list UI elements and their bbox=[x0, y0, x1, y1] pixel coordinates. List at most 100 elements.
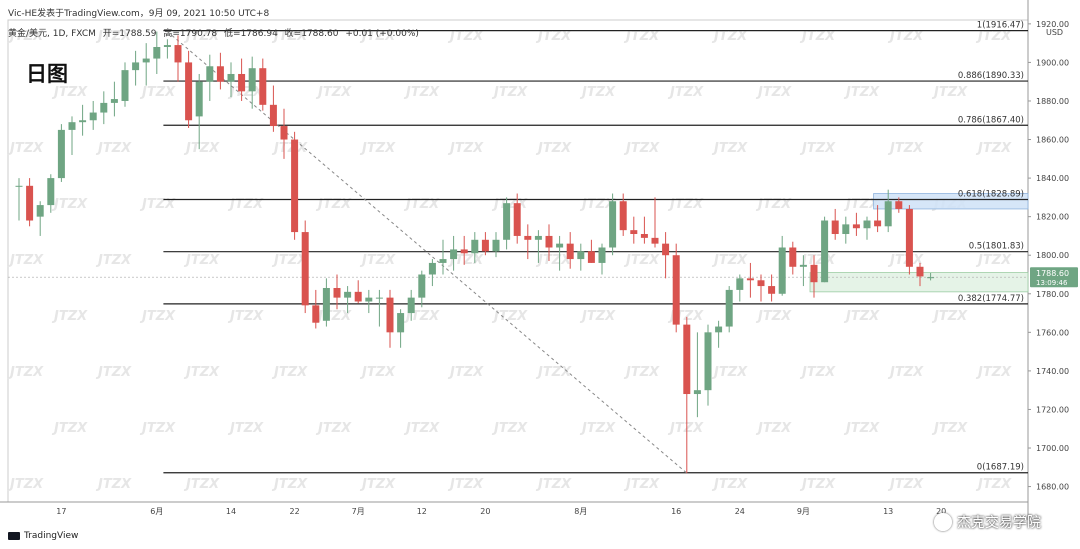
candle-body[interactable] bbox=[344, 291, 352, 298]
watermark-text: JTZX bbox=[755, 421, 792, 436]
candle-body[interactable] bbox=[736, 278, 744, 290]
candle-body[interactable] bbox=[513, 203, 521, 236]
candle-body[interactable] bbox=[821, 220, 829, 283]
candle-body[interactable] bbox=[47, 178, 55, 206]
candle-body[interactable] bbox=[354, 291, 362, 302]
candle-body[interactable] bbox=[259, 68, 267, 105]
candle-body[interactable] bbox=[757, 280, 765, 287]
candle-body[interactable] bbox=[291, 139, 299, 233]
candle-body[interactable] bbox=[471, 239, 479, 254]
candle-body[interactable] bbox=[916, 266, 924, 277]
candle-body[interactable] bbox=[566, 243, 574, 260]
candle-body[interactable] bbox=[651, 237, 659, 244]
resistance-zone[interactable] bbox=[873, 193, 1029, 210]
watermark-text: JTZX bbox=[623, 141, 660, 156]
tradingview-logo[interactable]: TradingView bbox=[8, 531, 78, 541]
candle-body[interactable] bbox=[587, 251, 595, 263]
candle-body[interactable] bbox=[15, 185, 23, 187]
candle-body[interactable] bbox=[269, 104, 277, 127]
candle-body[interactable] bbox=[640, 234, 648, 238]
candle-body[interactable] bbox=[725, 289, 733, 327]
candle-body[interactable] bbox=[121, 70, 129, 101]
candle-body[interactable] bbox=[492, 239, 500, 252]
candle-body[interactable] bbox=[89, 112, 97, 121]
candle-body[interactable] bbox=[312, 305, 320, 323]
candle-body[interactable] bbox=[619, 201, 627, 231]
candle-body[interactable] bbox=[79, 120, 87, 123]
candle-body[interactable] bbox=[831, 220, 839, 235]
candle-body[interactable] bbox=[68, 122, 76, 130]
candle-body[interactable] bbox=[280, 126, 288, 140]
candle-body[interactable] bbox=[927, 277, 935, 279]
candle-body[interactable] bbox=[789, 247, 797, 267]
candle-body[interactable] bbox=[439, 259, 447, 263]
candle-body[interactable] bbox=[810, 264, 818, 283]
candle-body[interactable] bbox=[905, 208, 913, 267]
candle-body[interactable] bbox=[386, 297, 394, 333]
candle-body[interactable] bbox=[598, 247, 606, 263]
candle-body[interactable] bbox=[852, 224, 860, 229]
watermark-text: JTZX bbox=[535, 477, 572, 492]
candle-body[interactable] bbox=[375, 297, 383, 299]
candle-body[interactable] bbox=[301, 232, 309, 306]
candle-body[interactable] bbox=[768, 286, 776, 294]
candle-body[interactable] bbox=[450, 249, 458, 260]
candle-body[interactable] bbox=[322, 287, 330, 321]
symbol-name[interactable]: 黄金/美元, 1D, FXCM bbox=[8, 29, 96, 39]
candle-body[interactable] bbox=[174, 45, 182, 63]
candle-body[interactable] bbox=[460, 249, 468, 254]
candle-body[interactable] bbox=[609, 201, 617, 248]
candle-body[interactable] bbox=[110, 99, 118, 103]
candle-body[interactable] bbox=[227, 73, 235, 82]
candle-body[interactable] bbox=[799, 264, 807, 267]
candle-body[interactable] bbox=[481, 239, 489, 252]
candle-body[interactable] bbox=[132, 62, 140, 71]
candle-body[interactable] bbox=[418, 274, 426, 298]
candle-body[interactable] bbox=[216, 66, 224, 82]
candle-body[interactable] bbox=[556, 243, 564, 248]
candle-body[interactable] bbox=[407, 297, 415, 314]
watermark-text: JTZX bbox=[579, 309, 616, 324]
candle-body[interactable] bbox=[524, 235, 532, 240]
candle-body[interactable] bbox=[863, 220, 871, 229]
candle-body[interactable] bbox=[36, 205, 44, 217]
candle-body[interactable] bbox=[57, 129, 65, 179]
watermark-text: JTZX bbox=[799, 29, 836, 44]
candle-body[interactable] bbox=[672, 255, 680, 325]
candle-body[interactable] bbox=[693, 390, 701, 395]
candle-body[interactable] bbox=[26, 185, 34, 221]
candle-body[interactable] bbox=[100, 102, 108, 113]
candle-body[interactable] bbox=[333, 287, 341, 298]
candle-body[interactable] bbox=[503, 203, 511, 240]
candle-body[interactable] bbox=[874, 220, 882, 227]
tradingview-text: TradingView bbox=[24, 531, 79, 541]
candle-body[interactable] bbox=[206, 66, 214, 82]
candle-body[interactable] bbox=[238, 73, 246, 92]
watermark-text: JTZX bbox=[359, 29, 396, 44]
candle-body[interactable] bbox=[545, 235, 553, 248]
watermark-text: JTZX bbox=[227, 309, 264, 324]
candle-body[interactable] bbox=[195, 81, 203, 117]
watermark-text: JTZX bbox=[51, 421, 88, 436]
candle-body[interactable] bbox=[365, 297, 373, 302]
candle-body[interactable] bbox=[163, 45, 171, 47]
candle-body[interactable] bbox=[895, 201, 903, 209]
candle-body[interactable] bbox=[397, 313, 405, 333]
candle-body[interactable] bbox=[248, 68, 256, 92]
candle-body[interactable] bbox=[884, 201, 892, 227]
candle-body[interactable] bbox=[428, 262, 436, 275]
candle-body[interactable] bbox=[577, 251, 585, 260]
candle-body[interactable] bbox=[630, 230, 638, 235]
candle-body[interactable] bbox=[185, 62, 193, 121]
candle-body[interactable] bbox=[683, 324, 691, 395]
candle-body[interactable] bbox=[746, 278, 754, 281]
candle-body[interactable] bbox=[142, 58, 150, 63]
candle-body[interactable] bbox=[842, 224, 850, 235]
candle-body[interactable] bbox=[534, 235, 542, 240]
candle-body[interactable] bbox=[153, 46, 161, 59]
candle-body[interactable] bbox=[778, 247, 786, 294]
candle-body[interactable] bbox=[662, 243, 670, 256]
candle-body[interactable] bbox=[704, 332, 712, 391]
candle-body[interactable] bbox=[715, 326, 723, 333]
